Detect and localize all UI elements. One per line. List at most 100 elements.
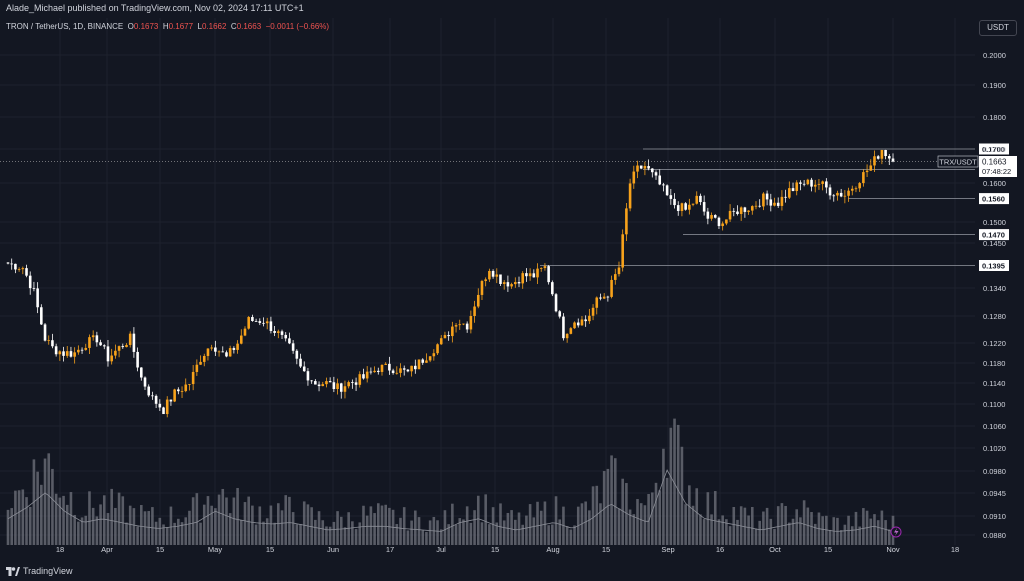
candle-body[interactable]	[99, 342, 102, 346]
candle-body[interactable]	[576, 322, 580, 326]
candle-body[interactable]	[488, 270, 491, 280]
candle-body[interactable]	[228, 348, 232, 357]
candle-body[interactable]	[806, 179, 810, 185]
candle-body[interactable]	[876, 156, 880, 159]
candle-body[interactable]	[121, 346, 125, 348]
candle-body[interactable]	[547, 266, 550, 283]
candle-body[interactable]	[40, 307, 43, 325]
candle-body[interactable]	[128, 333, 132, 345]
candle-body[interactable]	[873, 156, 876, 166]
candle-body[interactable]	[258, 321, 262, 323]
candle-body[interactable]	[514, 282, 517, 285]
candle-body[interactable]	[447, 335, 450, 337]
candle-body[interactable]	[302, 366, 306, 372]
candle-body[interactable]	[262, 322, 265, 324]
candle-body[interactable]	[613, 274, 617, 280]
candle-body[interactable]	[380, 364, 384, 372]
candle-body[interactable]	[414, 365, 417, 370]
candle-body[interactable]	[147, 386, 151, 396]
candle-body[interactable]	[69, 351, 73, 357]
candle-body[interactable]	[658, 175, 662, 185]
candle-body[interactable]	[362, 374, 365, 379]
candle-body[interactable]	[743, 207, 747, 212]
candle-body[interactable]	[136, 351, 139, 368]
candle-body[interactable]	[284, 334, 288, 339]
candle-body[interactable]	[299, 358, 302, 367]
candle-body[interactable]	[84, 347, 88, 350]
candle-body[interactable]	[747, 210, 750, 212]
candle-body[interactable]	[665, 185, 669, 196]
candle-body[interactable]	[573, 322, 576, 329]
candle-body[interactable]	[710, 215, 713, 219]
candle-body[interactable]	[502, 282, 506, 284]
candle-body[interactable]	[839, 192, 843, 197]
candle-body[interactable]	[706, 211, 710, 219]
candle-body[interactable]	[343, 386, 347, 392]
candle-body[interactable]	[765, 193, 769, 200]
candle-body[interactable]	[247, 317, 250, 329]
candle-body[interactable]	[654, 172, 658, 176]
candle-body[interactable]	[184, 384, 188, 392]
candle-body[interactable]	[584, 319, 587, 322]
candle-body[interactable]	[562, 316, 565, 339]
candle-body[interactable]	[606, 296, 610, 298]
candle-body[interactable]	[469, 316, 473, 330]
candle-body[interactable]	[680, 203, 684, 211]
candle-body[interactable]	[151, 395, 154, 397]
candle-body[interactable]	[454, 325, 458, 327]
candle-body[interactable]	[484, 279, 487, 282]
candle-body[interactable]	[399, 368, 402, 373]
candle-body[interactable]	[884, 149, 887, 157]
candle-body[interactable]	[140, 367, 143, 378]
candle-body[interactable]	[462, 323, 465, 325]
candle-body[interactable]	[354, 382, 358, 385]
candle-body[interactable]	[214, 347, 217, 352]
candle-body[interactable]	[602, 296, 606, 299]
candle-body[interactable]	[499, 274, 502, 284]
candle-body[interactable]	[114, 350, 117, 356]
candle-body[interactable]	[799, 182, 802, 184]
candle-body[interactable]	[102, 345, 106, 347]
candle-body[interactable]	[206, 348, 210, 356]
candle-body[interactable]	[691, 203, 695, 205]
candle-body[interactable]	[17, 269, 21, 270]
candle-body[interactable]	[758, 205, 761, 207]
candle-body[interactable]	[639, 165, 643, 169]
candle-body[interactable]	[580, 319, 584, 326]
candle-body[interactable]	[717, 217, 721, 227]
candle-body[interactable]	[858, 183, 861, 189]
candle-body[interactable]	[813, 184, 817, 187]
candle-body[interactable]	[739, 207, 743, 215]
candle-body[interactable]	[695, 195, 699, 204]
candle-body[interactable]	[651, 168, 654, 173]
candle-body[interactable]	[528, 273, 532, 277]
candle-body[interactable]	[376, 370, 380, 372]
chart-area[interactable]	[0, 18, 1024, 563]
candle-body[interactable]	[817, 183, 821, 185]
candle-body[interactable]	[688, 204, 691, 210]
candle-body[interactable]	[725, 219, 728, 224]
candle-body[interactable]	[217, 351, 221, 353]
candle-body[interactable]	[295, 350, 299, 359]
candle-body[interactable]	[865, 170, 869, 173]
candle-body[interactable]	[277, 331, 280, 333]
candle-body[interactable]	[684, 203, 687, 210]
candle-body[interactable]	[676, 205, 680, 211]
candle-body[interactable]	[28, 275, 32, 289]
candle-body[interactable]	[788, 188, 791, 198]
candle-body[interactable]	[339, 383, 343, 392]
candle-body[interactable]	[43, 324, 47, 341]
candle-body[interactable]	[273, 330, 276, 333]
candle-body[interactable]	[495, 274, 499, 277]
candle-body[interactable]	[95, 335, 99, 343]
candle-body[interactable]	[828, 187, 832, 196]
candle-body[interactable]	[65, 351, 69, 356]
candle-body[interactable]	[347, 382, 350, 387]
candle-body[interactable]	[369, 371, 373, 373]
candle-body[interactable]	[73, 352, 76, 357]
candle-body[interactable]	[391, 370, 395, 374]
candle-body[interactable]	[643, 166, 647, 169]
candle-body[interactable]	[780, 196, 784, 206]
candle-body[interactable]	[332, 382, 336, 389]
candle-body[interactable]	[554, 294, 558, 312]
